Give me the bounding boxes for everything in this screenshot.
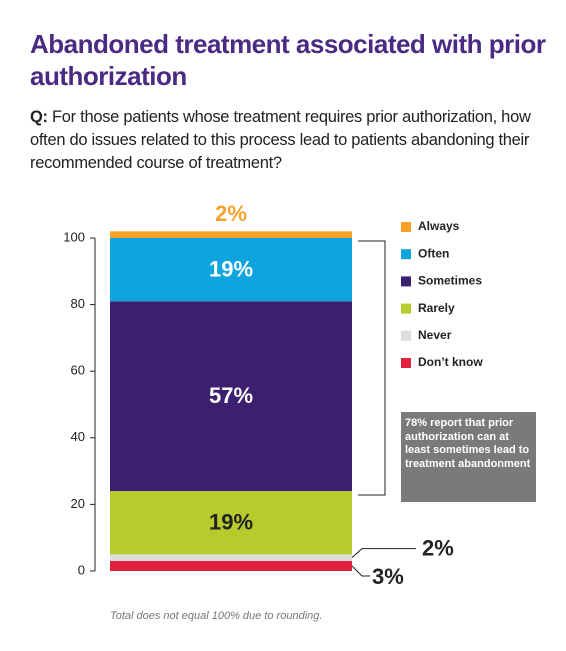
legend-swatch <box>401 276 411 287</box>
legend-swatch <box>401 249 411 260</box>
value-label: 3% <box>372 564 404 589</box>
legend-label: Always <box>418 219 460 233</box>
question: Q: For those patients whose treatment re… <box>30 106 550 175</box>
bar-segment <box>110 491 352 555</box>
bar-segment <box>110 561 352 571</box>
value-label: 2% <box>215 201 247 226</box>
legend-label: Often <box>418 246 449 260</box>
question-label: Q: <box>30 108 48 126</box>
value-label: 19% <box>209 510 253 535</box>
leader-line <box>351 565 370 577</box>
bar-segment <box>110 554 352 562</box>
leader-line <box>351 548 416 559</box>
legend-label: Rarely <box>418 301 455 315</box>
y-tick-label: 40 <box>71 429 85 444</box>
question-text: For those patients whose treatment requi… <box>30 108 531 172</box>
bracket <box>358 240 386 496</box>
annotation-box <box>401 412 536 502</box>
legend-swatch <box>401 303 411 314</box>
y-tick-label: 20 <box>71 496 85 511</box>
legend-label: Don’t know <box>418 355 483 369</box>
legend-swatch <box>401 330 411 341</box>
y-tick-label: 60 <box>71 363 85 378</box>
legend-label: Never <box>418 328 452 342</box>
y-tick-label: 0 <box>78 562 85 577</box>
footnote: Total does not equal 100% due to roundin… <box>110 610 322 622</box>
value-label: 2% <box>422 535 454 560</box>
legend-swatch <box>401 358 411 368</box>
value-label: 57% <box>209 383 253 408</box>
bar-segment <box>110 301 352 492</box>
annotation: 78% report that prior authorization can … <box>405 417 531 470</box>
y-tick-label: 80 <box>71 296 85 311</box>
legend-label: Sometimes <box>418 274 482 288</box>
legend-swatch <box>401 222 411 232</box>
bar-segment <box>110 231 352 238</box>
y-tick-label: 100 <box>63 229 85 244</box>
value-label: 19% <box>209 256 253 281</box>
bar-segment <box>110 238 352 302</box>
chart-title: Abandoned treatment associated with prio… <box>30 29 546 91</box>
